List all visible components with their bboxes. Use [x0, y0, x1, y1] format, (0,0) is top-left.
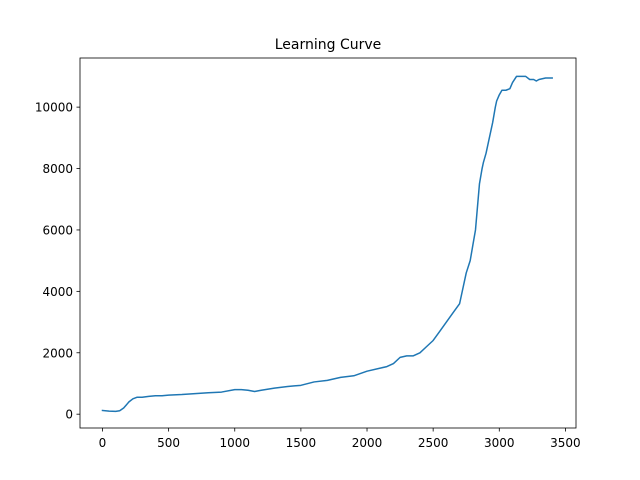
y-axis: 0 2000 4000 6000 8000 10000	[35, 101, 80, 422]
x-tick-label: 0	[99, 436, 107, 450]
x-tick-label: 2000	[352, 436, 383, 450]
plot-frame	[79, 57, 577, 429]
series-line	[101, 75, 553, 413]
x-tick-label: 1500	[286, 436, 317, 450]
x-tick-label: 1000	[219, 436, 250, 450]
y-tick-label: 0	[65, 408, 73, 422]
x-axis: 0 500 1000 1500 2000 2500 3000 3500	[99, 428, 581, 450]
x-tick-label: 2500	[418, 436, 449, 450]
y-tick-label: 8000	[42, 162, 73, 176]
y-tick-label: 4000	[42, 285, 73, 299]
x-tick-label: 3000	[484, 436, 515, 450]
y-tick-label: 2000	[42, 346, 73, 360]
chart-title: Learning Curve	[275, 37, 382, 53]
y-tick-label: 10000	[35, 101, 73, 115]
x-tick-label: 500	[157, 436, 180, 450]
y-tick-label: 6000	[42, 223, 73, 237]
x-tick-label: 3500	[550, 436, 581, 450]
